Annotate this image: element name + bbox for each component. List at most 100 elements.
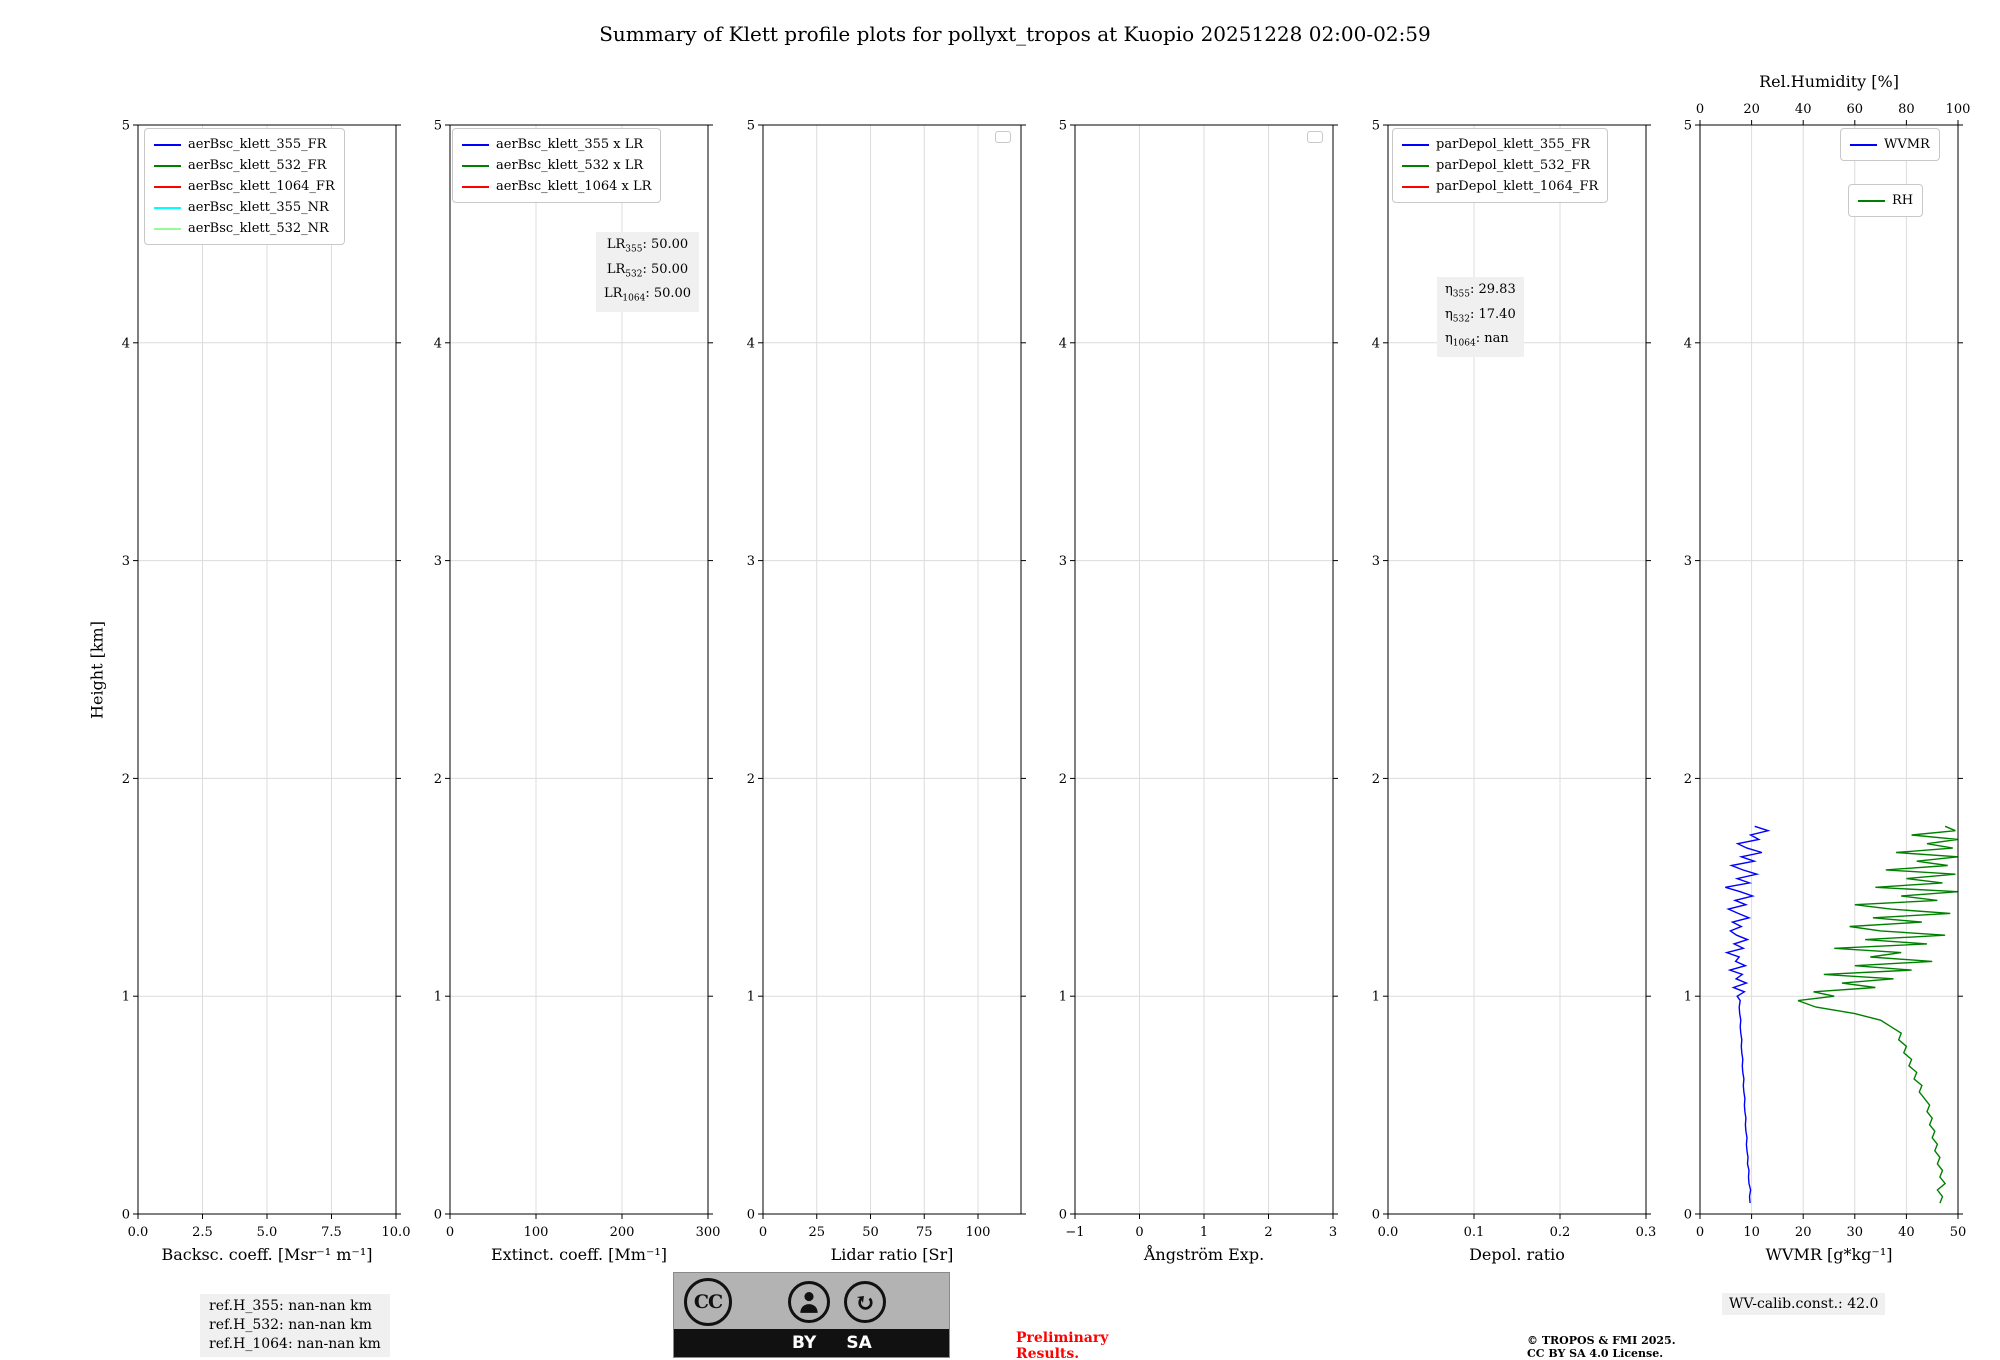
- y-tick-label: 0: [747, 1208, 755, 1223]
- legend-item: RH: [1858, 190, 1913, 211]
- top-tick-label: 20: [1743, 102, 1760, 117]
- legend-line-swatch: [154, 206, 181, 209]
- x-axis-label: Extinct. coeff. [Mm⁻¹]: [491, 1245, 667, 1264]
- legend-wvmr: WVMR: [1840, 128, 1940, 161]
- legend-item: aerBsc_klett_532_FR: [154, 155, 335, 176]
- depol-eta-annotation: η355: 29.83 η532: 17.40 η1064: nan: [1437, 277, 1524, 357]
- x-tick-label: 0: [1696, 1225, 1704, 1240]
- x-tick-label: 2: [1264, 1225, 1272, 1240]
- y-tick-label: 4: [122, 336, 130, 351]
- legend-label: WVMR: [1884, 137, 1930, 152]
- legend-item: WVMR: [1850, 134, 1930, 155]
- preliminary-line-1: Preliminary: [1016, 1330, 1109, 1346]
- top-tick-label: 40: [1795, 102, 1812, 117]
- legend-item: aerBsc_klett_1064 x LR: [462, 176, 651, 197]
- panel-frame: [762, 124, 1022, 1215]
- x-axis-label: Lidar ratio [Sr]: [831, 1245, 954, 1264]
- y-tick-label: 2: [1059, 772, 1067, 787]
- figure-title: Summary of Klett profile plots for polly…: [599, 22, 1431, 46]
- legend-angstrom-empty: [1307, 131, 1323, 143]
- y-tick-label: 4: [1059, 336, 1067, 351]
- y-tick-label: 2: [122, 772, 130, 787]
- x-tick-label: 0.0: [1378, 1225, 1399, 1240]
- y-tick-label: 4: [1372, 336, 1380, 351]
- legend-lidar-ratio-empty: [995, 131, 1011, 143]
- legend-line-swatch: [154, 227, 181, 230]
- legend-label: parDepol_klett_355_FR: [1436, 137, 1591, 152]
- reference-height-text: ref.H_355: nan-nan km ref.H_532: nan-nan…: [200, 1294, 390, 1357]
- legend-label: parDepol_klett_532_FR: [1436, 158, 1591, 173]
- cc-by-sa-badge: CC ↻ BY SA: [673, 1272, 950, 1358]
- y-tick-label: 3: [1684, 554, 1692, 569]
- series-rh: [1797, 825, 1959, 1204]
- y-tick-label: 5: [1372, 119, 1380, 134]
- attribution-person-icon: [788, 1281, 830, 1323]
- y-tick-label: 3: [434, 554, 442, 569]
- y-tick-label: 4: [1684, 336, 1692, 351]
- y-tick-label: 1: [1684, 990, 1692, 1005]
- x-tick-label: 3: [1329, 1225, 1337, 1240]
- legend-label: aerBsc_klett_532 x LR: [496, 158, 644, 173]
- x-tick-label: −1: [1065, 1225, 1084, 1240]
- cc-sa-label: SA: [846, 1333, 872, 1353]
- x-tick-label: 30: [1847, 1225, 1864, 1240]
- legend-line-swatch: [462, 143, 489, 146]
- x-tick-label: 0.3: [1636, 1225, 1657, 1240]
- y-tick-label: 2: [1684, 772, 1692, 787]
- legend-label: aerBsc_klett_355 x LR: [496, 137, 644, 152]
- x-tick-label: 100: [966, 1225, 991, 1240]
- preliminary-line-2: Results.: [1016, 1346, 1080, 1360]
- y-tick-label: 5: [1684, 119, 1692, 134]
- x-tick-label: 10.0: [382, 1225, 411, 1240]
- legend-line-swatch: [1850, 143, 1877, 146]
- lidar-ratio-annotation: LR355: 50.00 LR532: 50.00 LR1064: 50.00: [596, 232, 700, 312]
- x-axis-label: WVMR [g*kg⁻¹]: [1765, 1245, 1892, 1264]
- legend-line-swatch: [462, 164, 489, 167]
- legend-item: aerBsc_klett_355_FR: [154, 134, 335, 155]
- panel-lidar-ratio: 0 25 50 75 100 0 1 2 3 4 5 Lidar ratio [Sr]: [747, 119, 1026, 1264]
- legend-item: parDepol_klett_532_FR: [1402, 155, 1598, 176]
- legend-item: aerBsc_klett_532 x LR: [462, 155, 651, 176]
- y-tick-label: 5: [747, 119, 755, 134]
- x-tick-label: 25: [808, 1225, 825, 1240]
- legend-line-swatch: [1402, 185, 1429, 188]
- x-tick-label: 200: [610, 1225, 635, 1240]
- legend-label: aerBsc_klett_532_NR: [188, 221, 329, 236]
- y-tick-label: 2: [1372, 772, 1380, 787]
- x-tick-label: 5.0: [257, 1225, 278, 1240]
- annotation-line: η1064: nan: [1445, 331, 1509, 349]
- y-tick-label: 4: [747, 336, 755, 351]
- x-tick-label: 7.5: [321, 1225, 342, 1240]
- y-tick-label: 0: [122, 1208, 130, 1223]
- legend-label: aerBsc_klett_355_FR: [188, 137, 327, 152]
- x-axis-label: Backsc. coeff. [Msr⁻¹ m⁻¹]: [161, 1245, 372, 1264]
- legend-item: aerBsc_klett_355 x LR: [462, 134, 651, 155]
- y-axis-label: Height [km]: [87, 621, 107, 719]
- x-axis-label: Depol. ratio: [1469, 1245, 1565, 1264]
- y-tick-label: 3: [122, 554, 130, 569]
- cc-badge-icons: CC ↻: [674, 1273, 949, 1331]
- x-tick-label: 20: [1795, 1225, 1812, 1240]
- x-tick-label: 50: [862, 1225, 879, 1240]
- panel-extinction: 0 100 200 300 0 1 2 3 4 5 Extinct. coeff. [Mm⁻¹]: [434, 119, 721, 1265]
- annotation-line: LR1064: 50.00: [604, 286, 692, 304]
- y-tick-label: 0: [1372, 1208, 1380, 1223]
- legend-label: RH: [1892, 193, 1914, 208]
- y-tick-label: 1: [1372, 990, 1380, 1005]
- x-tick-label: 75: [916, 1225, 933, 1240]
- x-tick-label: 0: [1135, 1225, 1143, 1240]
- top-tick-label: 80: [1898, 102, 1915, 117]
- y-tick-label: 0: [1059, 1208, 1067, 1223]
- y-tick-label: 4: [434, 336, 442, 351]
- legend-rh: RH: [1848, 184, 1924, 217]
- legend-line-swatch: [1858, 199, 1885, 202]
- y-tick-label: 5: [1059, 119, 1067, 134]
- legend-extinction: aerBsc_klett_355 x LR aerBsc_klett_532 x …: [452, 128, 662, 203]
- y-tick-label: 1: [122, 990, 130, 1005]
- y-tick-label: 1: [434, 990, 442, 1005]
- ref-height-1064: ref.H_1064: nan-nan km: [209, 1336, 381, 1352]
- x-tick-label: 50: [1950, 1225, 1967, 1240]
- legend-line-swatch: [154, 164, 181, 167]
- top-tick-label: 100: [1946, 102, 1971, 117]
- legend-line-swatch: [462, 185, 489, 188]
